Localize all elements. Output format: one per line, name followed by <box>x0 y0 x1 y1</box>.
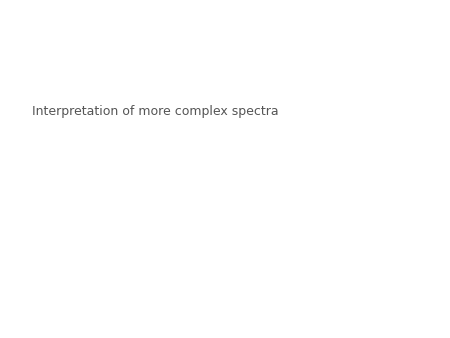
Text: Interpretation of more complex spectra: Interpretation of more complex spectra <box>32 105 278 118</box>
